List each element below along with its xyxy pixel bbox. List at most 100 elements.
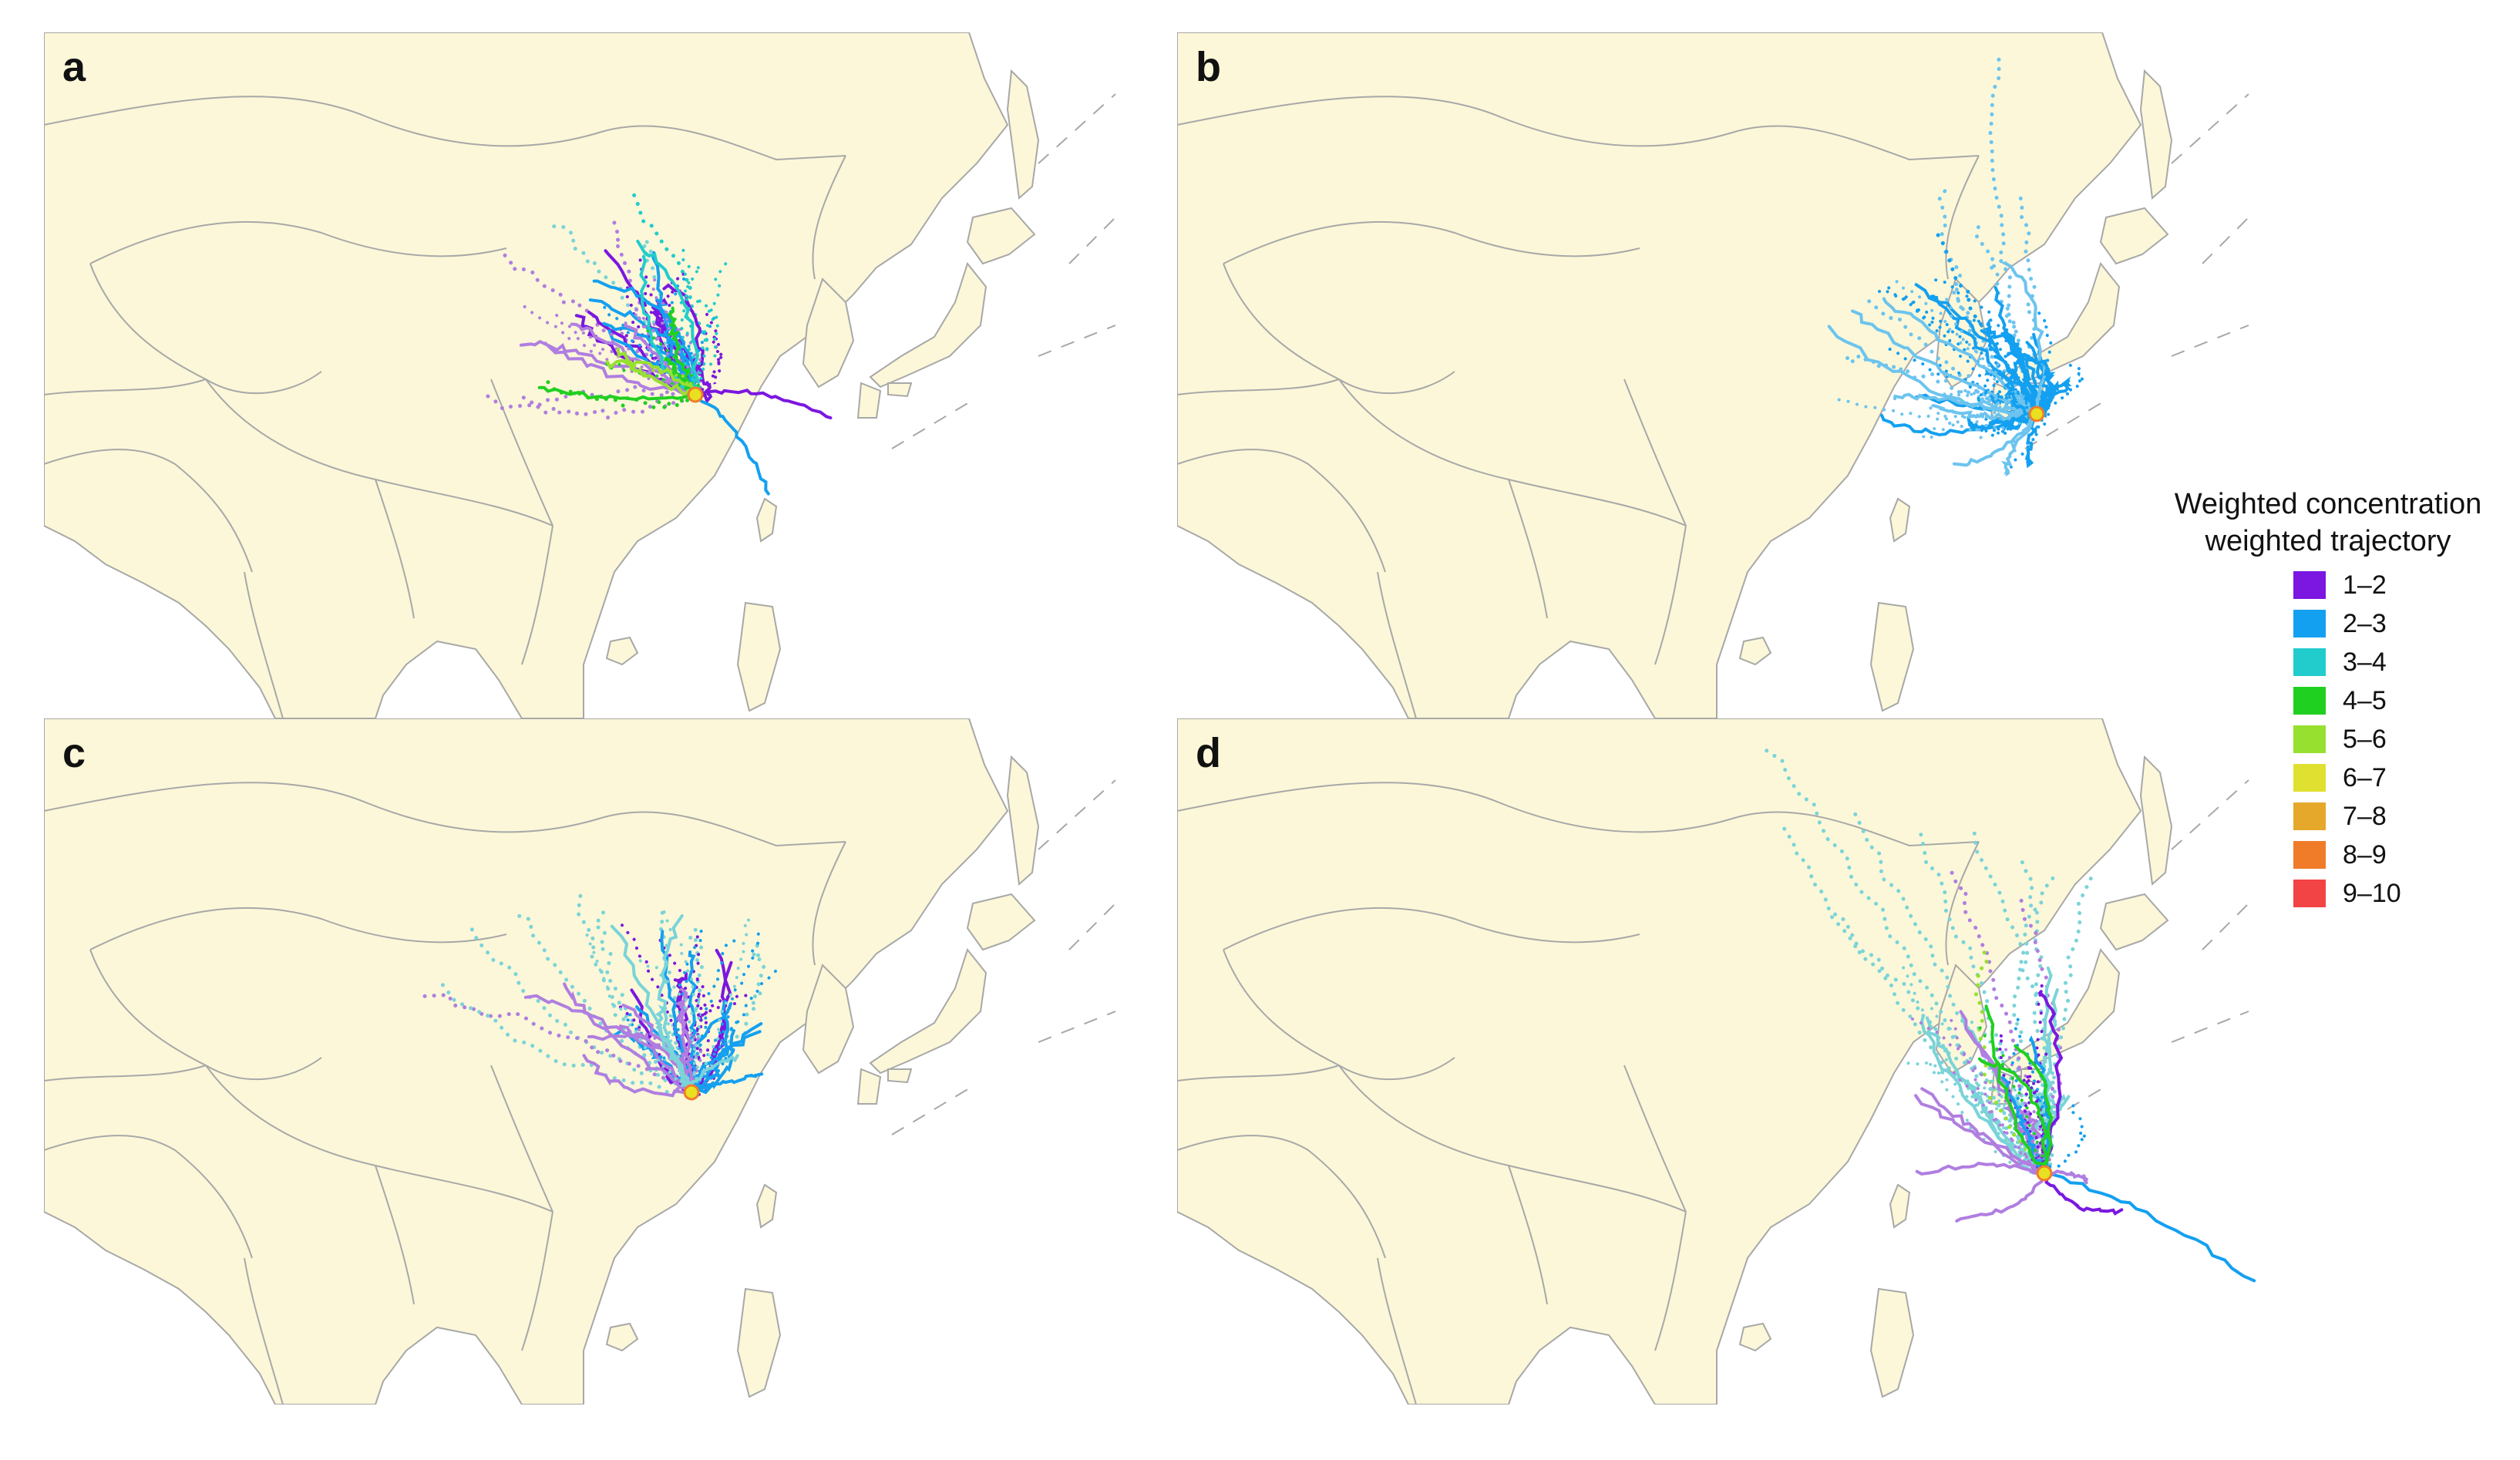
legend-swatch	[2293, 571, 2326, 599]
trajectory	[1931, 404, 2037, 422]
trajectory	[1893, 392, 2037, 416]
trajectory	[688, 932, 760, 1096]
trajectory	[2014, 1044, 2054, 1175]
trajectory	[1851, 309, 2037, 417]
trajectory	[694, 389, 833, 419]
trajectory	[2041, 1172, 2256, 1283]
maritime-boundary	[2202, 903, 2249, 950]
legend-title-line1: Weighted concentration	[2174, 488, 2482, 520]
trajectory	[688, 987, 704, 1092]
trajectory	[582, 1054, 693, 1098]
legend-swatch	[2293, 764, 2326, 792]
panel-label-a: a	[62, 44, 86, 90]
land-mass	[2139, 755, 2173, 886]
trajectory	[2042, 1172, 2124, 1216]
panel-label-c: c	[62, 730, 86, 776]
legend-label: 5–6	[2343, 724, 2387, 754]
land-mass	[1738, 636, 1772, 666]
land-mass	[887, 1068, 913, 1084]
land-mass	[1869, 1287, 1915, 1398]
trajectory	[1827, 325, 2036, 419]
country-border	[490, 1065, 553, 1213]
trajectory	[1952, 414, 2041, 467]
land-mass	[755, 497, 778, 543]
country-border	[244, 571, 284, 718]
country-border	[1177, 96, 1980, 161]
trajectory	[2000, 261, 2047, 417]
trajectory	[689, 1042, 738, 1095]
trajectory	[1950, 1018, 2047, 1178]
legend-item: 3–4	[2293, 643, 2513, 681]
country-border	[44, 378, 207, 395]
trajectory	[1837, 398, 2041, 422]
trajectory	[610, 924, 692, 1095]
trajectory	[1955, 1170, 2048, 1223]
trajectory	[469, 927, 697, 1098]
land-mass	[966, 207, 1036, 265]
trajectory	[1853, 812, 2047, 1175]
trajectory	[605, 361, 695, 396]
country-border	[1945, 841, 1980, 966]
legend-item: 2–3	[2293, 604, 2513, 643]
legend-label: 6–7	[2343, 762, 2387, 792]
maritime-boundary	[2024, 1088, 2103, 1135]
land-mass	[802, 964, 855, 1075]
country-border	[44, 782, 846, 847]
country-border	[244, 1257, 284, 1404]
country-border	[205, 378, 553, 526]
legend-swatch	[2293, 802, 2326, 830]
trajectory	[1974, 225, 2037, 419]
land-mass	[736, 1287, 782, 1398]
trajectory	[2004, 1106, 2051, 1179]
trajectory	[2001, 1076, 2046, 1174]
legend-swatch	[2293, 648, 2326, 676]
land-mass	[1889, 1183, 1911, 1229]
land-mass	[1869, 601, 1915, 712]
trajectory	[523, 304, 694, 396]
legend-label: 2–3	[2343, 608, 2387, 638]
country-border	[205, 1065, 553, 1213]
maritime-boundary	[2171, 325, 2249, 357]
land-mass	[869, 261, 987, 389]
trajectory	[1920, 1087, 2045, 1177]
country-border	[44, 1065, 207, 1082]
trajectory	[2019, 898, 2064, 1180]
trajectory	[1973, 950, 2044, 1172]
legend-label: 4–5	[2343, 685, 2387, 715]
trajectory	[1945, 298, 2039, 418]
trajectory	[563, 982, 693, 1092]
trajectory	[668, 306, 699, 400]
country-border	[1338, 378, 1687, 526]
trajectory	[2018, 357, 2056, 414]
country-border	[1508, 1165, 1548, 1305]
country-border	[44, 96, 846, 161]
trajectory	[570, 322, 695, 394]
land-mass	[755, 1183, 778, 1229]
trajectory	[2044, 1169, 2089, 1185]
trajectory	[1867, 299, 2034, 420]
country-border	[1177, 1065, 1340, 1082]
country-border	[44, 1135, 253, 1259]
trajectory	[651, 278, 700, 398]
panel-label-d: d	[1196, 730, 1221, 776]
trajectory	[1952, 1071, 2046, 1177]
trajectory	[1984, 1004, 2049, 1172]
legend-item: 5–6	[2293, 720, 2513, 759]
country-border	[521, 1211, 553, 1351]
land-mass	[736, 601, 782, 712]
trajectory	[605, 358, 699, 397]
legend: Weighted concentration weighted trajecto…	[2143, 486, 2513, 913]
map-b	[1177, 32, 2249, 718]
map-panel-c: c	[44, 718, 1131, 1404]
trajectory	[1919, 1016, 2045, 1176]
maritime-boundary	[1068, 903, 1116, 950]
trajectory	[639, 255, 695, 397]
maritime-boundary	[2171, 779, 2249, 850]
land-mass	[2139, 69, 2173, 200]
maritime-boundary	[1038, 325, 1116, 357]
trajectory	[634, 365, 699, 399]
legend-item: 4–5	[2293, 681, 2513, 720]
trajectory	[688, 939, 736, 1092]
country-border	[89, 907, 507, 950]
legend-item: 6–7	[2293, 759, 2513, 797]
